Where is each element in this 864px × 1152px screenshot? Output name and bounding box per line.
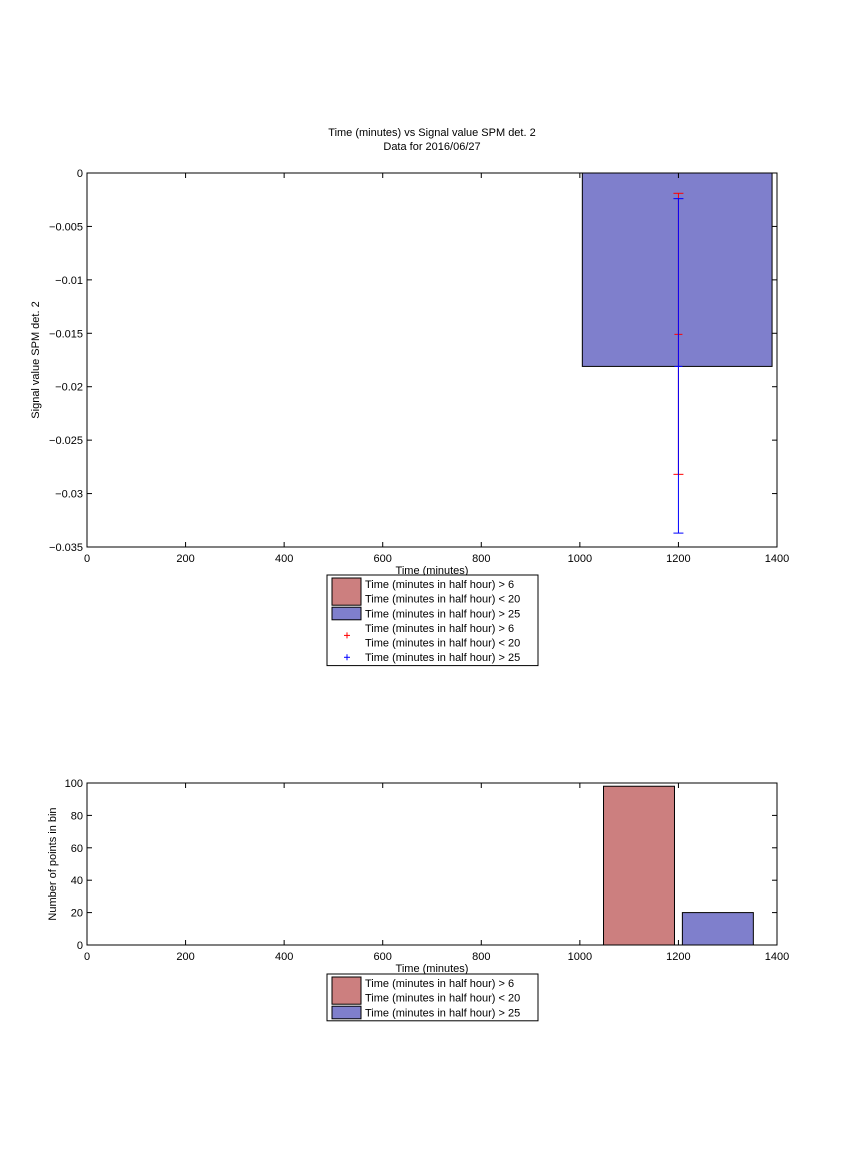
legend-swatch xyxy=(331,1005,362,1020)
x-tick-label: 800 xyxy=(472,951,490,963)
chart-title: Time (minutes) vs Signal value SPM det. … xyxy=(328,127,535,139)
x-tick-label: 0 xyxy=(84,553,90,565)
y-axis-label: Number of points in bin xyxy=(47,807,59,920)
y-tick-label: 0 xyxy=(77,940,83,952)
x-tick-label: 1000 xyxy=(568,951,592,963)
x-axis-label: Time (minutes) xyxy=(396,963,469,975)
legend-swatch xyxy=(331,577,362,606)
y-tick-label: −0.01 xyxy=(55,275,83,287)
y-tick-label: −0.035 xyxy=(49,542,83,554)
y-tick-label: −0.025 xyxy=(49,435,83,447)
y-tick-label: −0.03 xyxy=(55,489,83,501)
axes-box xyxy=(86,172,778,548)
x-tick-label: 600 xyxy=(374,553,392,565)
x-tick-label: 1400 xyxy=(765,553,789,565)
x-tick-label: 1400 xyxy=(765,951,789,963)
bar-s1-0 xyxy=(681,912,754,946)
legend-label: Time (minutes in half hour) > 25 xyxy=(365,608,520,620)
y-tick-label: −0.005 xyxy=(49,221,83,233)
x-tick-label: 200 xyxy=(176,553,194,565)
y-tick-label: 20 xyxy=(71,908,83,920)
x-tick-label: 400 xyxy=(275,951,293,963)
signal-legend: Time (minutes in half hour) > 6 Time (min… xyxy=(326,574,539,667)
legend-label: Time (minutes in half hour) < 20 xyxy=(365,594,520,606)
y-tick-label: 0 xyxy=(77,168,83,180)
x-tick-label: 1200 xyxy=(666,951,690,963)
axes-box xyxy=(86,782,778,946)
x-tick-label: 600 xyxy=(374,951,392,963)
x-tick-label: 1200 xyxy=(666,553,690,565)
legend-label: Time (minutes in half hour) < 20 xyxy=(365,993,520,1005)
legend-label: Time (minutes in half hour) > 6 xyxy=(365,623,514,635)
legend-label: Time (minutes in half hour) > 6 xyxy=(365,579,514,591)
y-axis-label: Signal value SPM det. 2 xyxy=(30,301,42,418)
chart-subtitle: Data for 2016/06/27 xyxy=(383,141,480,153)
bar-s0-0 xyxy=(603,785,675,946)
histogram-plot: 0 200 400 600 800 1000 1200 1400 0 20 40 60 80 100 Tim… xyxy=(47,778,789,975)
histogram-legend: Time (minutes in half hour) > 6 Time (min… xyxy=(326,973,539,1022)
y-tick-label: 80 xyxy=(71,810,83,822)
legend-label: Time (minutes in half hour) > 25 xyxy=(365,1007,520,1019)
legend-box xyxy=(326,973,539,1022)
y-tick-label: −0.015 xyxy=(49,328,83,340)
legend-label: Time (minutes in half hour) < 20 xyxy=(365,638,520,650)
y-tick-label: 40 xyxy=(71,875,83,887)
x-axis-label: Time (minutes) xyxy=(396,565,469,577)
x-tick-label: 800 xyxy=(472,553,490,565)
x-tick-label: 0 xyxy=(84,951,90,963)
y-tick-label: 60 xyxy=(71,843,83,855)
legend-label: Time (minutes in half hour) > 6 xyxy=(365,978,514,990)
legend-swatch xyxy=(331,606,362,621)
x-tick-label: 400 xyxy=(275,553,293,565)
x-tick-label: 1000 xyxy=(568,553,592,565)
legend-label: Time (minutes in half hour) > 25 xyxy=(365,652,520,664)
bar-s1-0 xyxy=(581,172,773,367)
signal-plot: 0 200 400 600 800 1000 1200 1400 0 −0.005 −0.01 −0.… xyxy=(30,168,789,577)
legend-box xyxy=(326,574,539,667)
legend-swatch xyxy=(331,976,362,1005)
x-tick-label: 200 xyxy=(176,951,194,963)
y-tick-label: −0.02 xyxy=(55,382,83,394)
y-tick-label: 100 xyxy=(65,778,83,790)
